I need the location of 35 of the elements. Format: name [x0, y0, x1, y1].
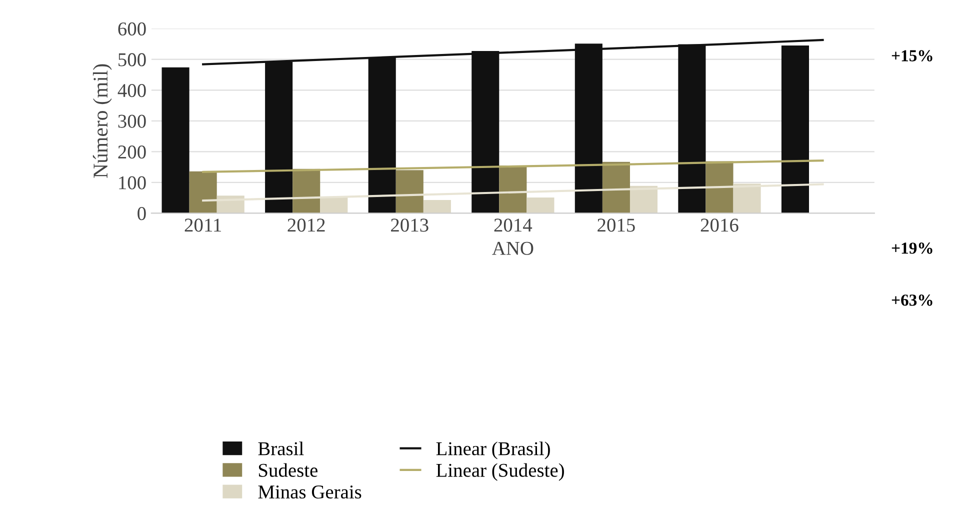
- legend-label: Minas Gerais: [258, 485, 362, 499]
- line-series: [202, 160, 824, 174]
- text: +63%: [892, 294, 932, 306]
- y-axis-title: Número (mil): [92, 64, 112, 178]
- legend-label: Linear (Sudeste): [436, 463, 564, 481]
- y-tick-label: 0: [138, 207, 146, 220]
- text: +19%: [892, 242, 932, 254]
- legend-label: Linear (Brasil): [436, 442, 550, 460]
- text: +15%: [892, 50, 932, 62]
- legend-label: Sudeste: [258, 463, 318, 477]
- bar: [499, 166, 527, 214]
- y-tick-label: 200: [118, 145, 146, 159]
- y-tick-label: 100: [119, 176, 146, 190]
- y-tick-label: 500: [118, 53, 146, 66]
- bar: [602, 162, 630, 214]
- bar: [320, 198, 348, 214]
- y-tick-label: 400: [118, 84, 146, 98]
- bar: [189, 171, 217, 214]
- x-axis-title: ANO: [492, 242, 534, 255]
- bar: [733, 184, 761, 214]
- bar: [781, 46, 810, 214]
- bar: [526, 198, 554, 214]
- x-tick-label: 2013: [391, 218, 428, 232]
- bar: [706, 161, 734, 214]
- x-tick-label: 2014: [494, 218, 532, 232]
- x-tick-label: 2012: [288, 218, 325, 232]
- x-tick-label: 2015: [598, 218, 635, 232]
- bar: [423, 200, 451, 214]
- x-tick-label: 2016: [700, 218, 738, 232]
- bar: [162, 67, 190, 214]
- x-tick-label: 2011: [184, 218, 221, 232]
- y-tick-label: 300: [118, 114, 146, 128]
- bar: [396, 170, 424, 214]
- y-tick-label: 600: [118, 22, 146, 36]
- legend-label: Brasil: [258, 442, 304, 456]
